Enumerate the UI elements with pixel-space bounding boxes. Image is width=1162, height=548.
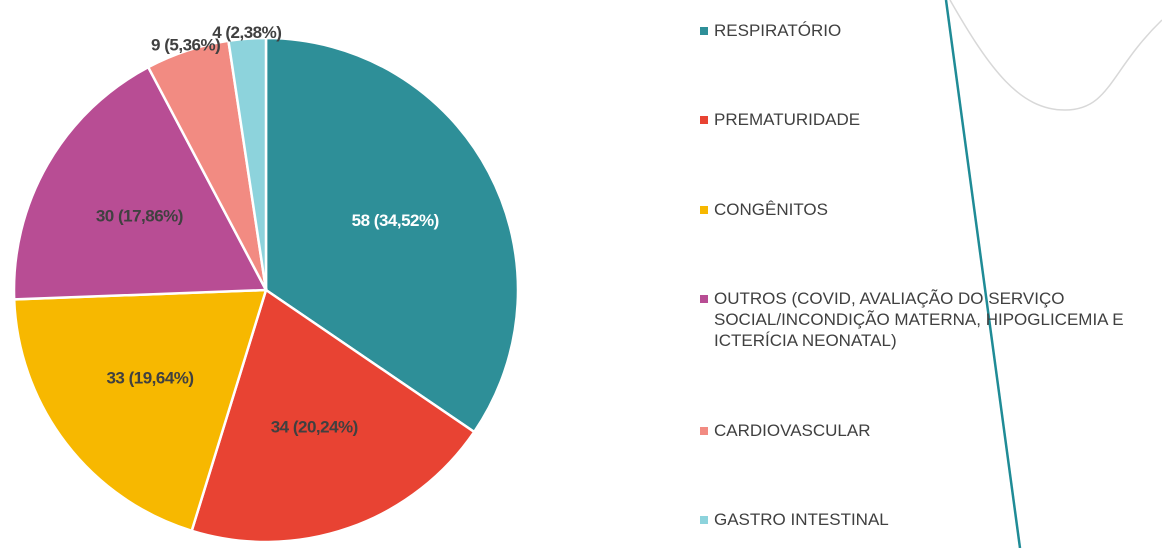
legend-label: CONGÊNITOS: [714, 199, 828, 219]
legend-item: PREMATURIDADE: [700, 109, 1160, 130]
data-label: 33 (19,64%): [106, 368, 193, 387]
legend-label: GASTRO INTESTINAL: [714, 509, 889, 529]
legend-swatch: [700, 205, 708, 214]
legend-item: CARDIOVASCULAR: [700, 420, 1160, 441]
legend-label: RESPIRATÓRIO: [714, 21, 842, 40]
legend-item: RESPIRATÓRIO: [700, 20, 1160, 41]
legend-swatch: [700, 515, 708, 524]
legend-swatch: [700, 426, 708, 435]
legend: RESPIRATÓRIO PREMATURIDADE CONGÊNITOS OUTRO…: [700, 20, 1160, 530]
data-label: 30 (17,86%): [96, 206, 183, 225]
legend-label: CARDIOVASCULAR: [714, 420, 871, 440]
legend-item: OUTROS (COVID, AVALIAÇÃO DO SERVIÇO SOCI…: [700, 288, 1160, 351]
pie-slice: [190, 288, 476, 544]
pie: 58 (34,52%) 34 (20,24%) 33 (19,64%) 30 (17,…: [12, 23, 520, 544]
legend-swatch: [700, 295, 708, 304]
legend-label: PREMATURIDADE: [714, 110, 861, 130]
data-label: 9 (5,36%): [151, 35, 220, 54]
legend-item: CONGÊNITOS: [700, 199, 1160, 220]
legend-item: GASTRO INTESTINAL: [700, 509, 1160, 530]
data-label: 34 (20,24%): [271, 417, 358, 436]
legend-swatch: [700, 116, 708, 125]
legend-label: OUTROS (COVID, AVALIAÇÃO DO SERVIÇO SOCI…: [714, 289, 1124, 351]
pie-slice: [264, 36, 520, 434]
pie-slice: [12, 288, 268, 533]
decoration-curve: [949, 0, 1162, 111]
legend-swatch: [700, 27, 708, 35]
pie-slice: [227, 36, 268, 291]
pie-slice: [12, 65, 269, 301]
decoration-line: [944, 0, 1022, 548]
data-label: 4 (2,38%): [212, 23, 281, 42]
data-label: 58 (34,52%): [352, 211, 439, 230]
